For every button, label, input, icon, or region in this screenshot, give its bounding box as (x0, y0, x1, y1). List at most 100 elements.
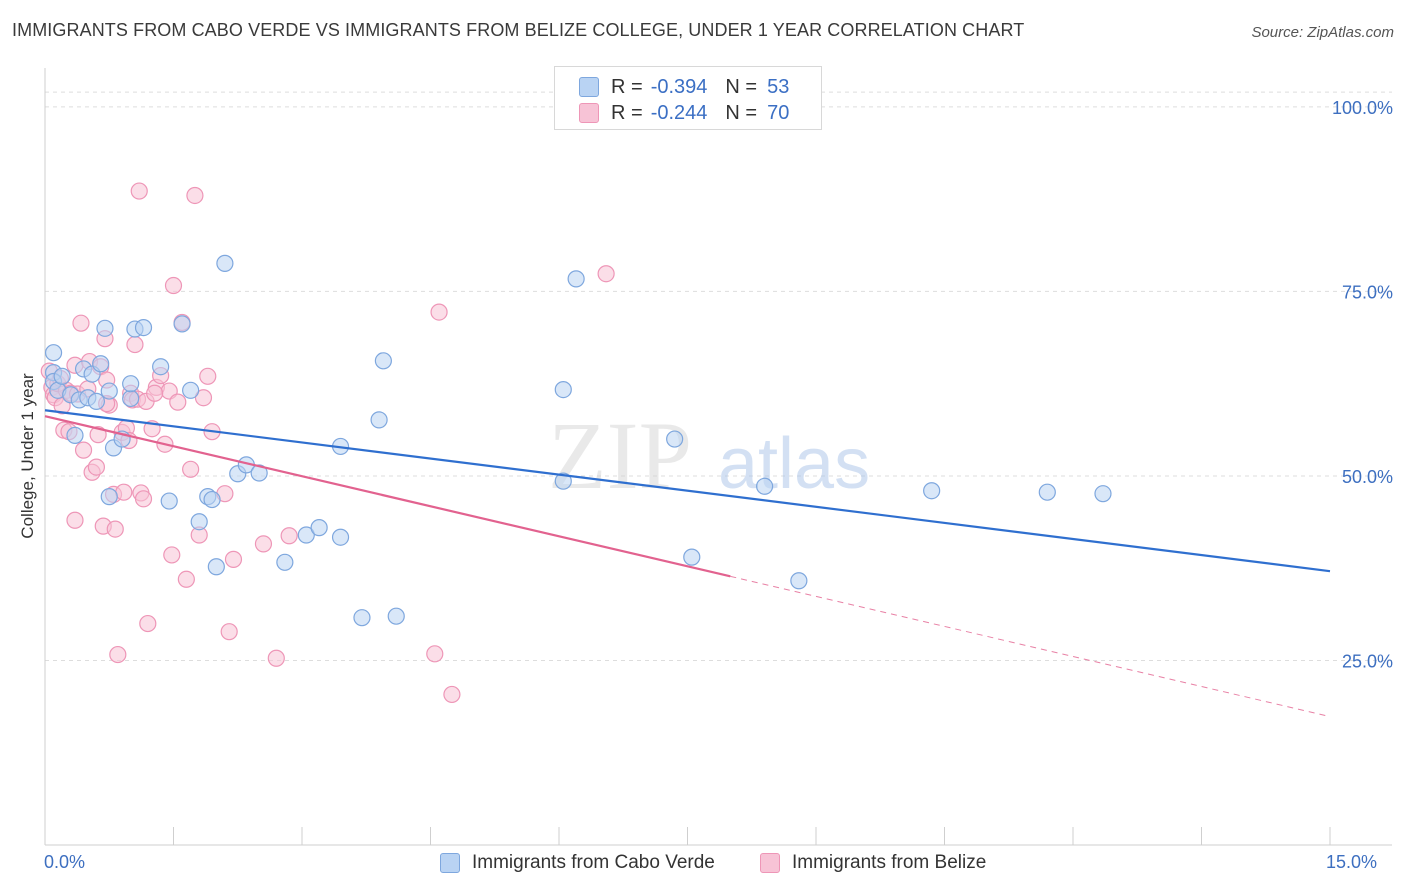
data-point (96, 319, 114, 337)
watermark-zip: ZIP (548, 402, 692, 509)
data-point (280, 527, 298, 545)
legend-r-label: R = (611, 75, 643, 98)
legend-item-cabo-verde: Immigrants from Cabo Verde (440, 852, 715, 874)
data-point (430, 303, 448, 321)
data-point (297, 526, 315, 544)
data-point (163, 546, 181, 564)
data-point (87, 392, 106, 411)
data-point (186, 186, 204, 205)
data-point (109, 645, 127, 664)
data-point (250, 464, 268, 482)
data-point (146, 384, 164, 402)
data-point (254, 535, 273, 553)
data-point (122, 389, 140, 408)
data-point (72, 314, 90, 332)
data-point (100, 382, 118, 400)
data-point (66, 511, 84, 529)
data-point (331, 528, 350, 546)
data-point (554, 472, 572, 490)
gridlines (45, 91, 1392, 661)
data-point (443, 685, 461, 704)
data-point (182, 381, 200, 399)
data-point (173, 315, 191, 333)
legend-item-belize: Immigrants from Belize (760, 852, 986, 874)
trend-line-belize (44, 415, 731, 578)
trend-line-cabo-verde (44, 409, 1331, 573)
data-point (387, 607, 405, 625)
y-tick-label: 50.0% (1342, 467, 1393, 487)
legend-n-label: N = (725, 75, 758, 98)
data-point (164, 276, 183, 295)
pink-swatch (579, 103, 599, 123)
data-point (92, 355, 110, 373)
data-point (100, 488, 118, 506)
y-tick-labels: 25.0% 50.0% 75.0% 100.0% (1332, 98, 1393, 672)
data-point (353, 609, 371, 627)
blue-swatch (579, 77, 599, 97)
data-point (370, 411, 388, 429)
data-point (53, 367, 71, 385)
data-point (216, 254, 234, 272)
data-point (74, 441, 93, 459)
correlation-legend: R = -0.394 N = 53 R = -0.244 N = 70 (554, 66, 822, 130)
data-point (207, 558, 225, 576)
data-point (134, 490, 153, 508)
data-point (87, 458, 106, 476)
legend-r-value: -0.394 (650, 75, 708, 98)
legend-label: Immigrants from Cabo Verde (472, 852, 715, 873)
watermark-atlas: atlas (718, 424, 870, 504)
data-point (182, 460, 200, 478)
watermark: ZIP atlas (548, 402, 870, 509)
data-point (790, 572, 808, 590)
legend-label: Immigrants from Belize (792, 852, 987, 873)
data-point (190, 513, 208, 531)
y-axis-title: College, Under 1 year (18, 373, 37, 539)
data-point (1094, 485, 1112, 503)
data-point (177, 570, 195, 588)
data-point (276, 553, 294, 571)
data-point (44, 344, 63, 362)
data-point (683, 548, 701, 566)
source-label: Source: ZipAtlas.com (1251, 24, 1394, 41)
trend-lines (44, 409, 1331, 718)
data-point (374, 352, 392, 370)
data-point (122, 375, 140, 393)
data-point (554, 380, 572, 399)
legend-n-value: 53 (767, 75, 790, 98)
data-point (597, 265, 615, 283)
pink-swatch (760, 853, 780, 873)
data-point (224, 550, 243, 568)
data-point (130, 182, 148, 200)
data-point (220, 623, 238, 641)
data-point (1038, 483, 1056, 501)
data-point (115, 483, 133, 501)
legend-n-label: N = (725, 101, 758, 124)
data-point (106, 520, 124, 538)
legend-r-label: R = (611, 101, 643, 124)
legend-row-belize: R = -0.244 N = 70 (579, 101, 789, 125)
data-point (199, 367, 217, 385)
data-point (666, 430, 684, 448)
trend-line-belize-extension (730, 575, 1331, 718)
data-point (66, 426, 84, 444)
y-tick-label: 100.0% (1332, 98, 1393, 118)
data-point (923, 482, 941, 500)
data-point (267, 649, 285, 667)
blue-swatch (440, 853, 460, 873)
data-point (139, 614, 157, 633)
data-point (755, 477, 774, 495)
data-point (169, 393, 187, 411)
data-point (160, 492, 178, 510)
data-point (134, 318, 153, 337)
y-tick-label: 25.0% (1342, 651, 1393, 671)
legend-row-cabo-verde: R = -0.394 N = 53 (579, 75, 789, 99)
cabo-verde-points (44, 254, 1112, 627)
axes (44, 68, 1392, 846)
data-point (152, 358, 170, 376)
legend-r-value: -0.244 (650, 101, 708, 124)
x-tick-min: 0.0% (44, 852, 86, 872)
data-point (426, 645, 444, 663)
data-point (126, 335, 144, 354)
legend-n-value: 70 (767, 101, 790, 124)
